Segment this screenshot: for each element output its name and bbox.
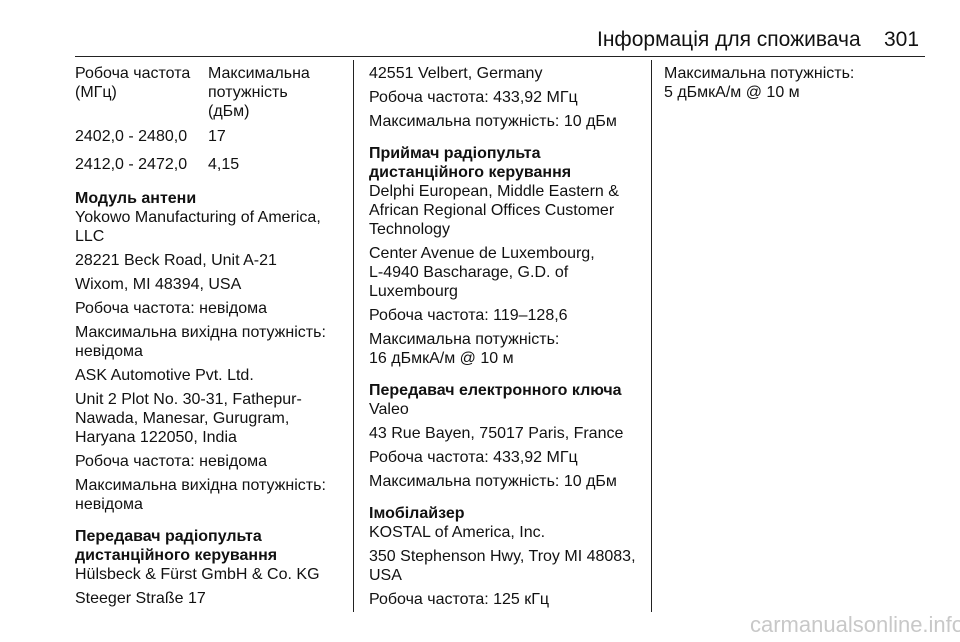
- paragraph-line: KOSTAL of America, Inc.: [369, 524, 546, 541]
- paragraph-line: 42551 Velbert, Germany: [369, 65, 543, 82]
- paragraph-line: Luxembourg: [369, 283, 458, 300]
- paragraph-line: USA: [369, 567, 402, 584]
- header-title: Інформація для споживача: [597, 28, 861, 51]
- paragraph-line: L-4940 Bascharage, G.D. of: [369, 264, 569, 281]
- paragraph-line: Робоча частота: 433,92 МГц: [369, 89, 578, 106]
- paragraph-line: Delphi European, Middle Eastern &: [369, 183, 619, 200]
- table-header: (МГц): [75, 84, 117, 101]
- paragraph-line: Максимальна потужність:: [369, 331, 560, 348]
- section-heading: Модуль антени: [75, 190, 197, 207]
- section-heading: дистанційного керування: [75, 547, 278, 564]
- header-rule: [75, 56, 925, 57]
- paragraph-line: Center Avenue de Luxembourg,: [369, 245, 595, 262]
- paragraph-line: невідома: [75, 343, 143, 360]
- section-heading: дистанційного керування: [369, 164, 572, 181]
- paragraph-line: Максимальна вихідна потужність:: [75, 324, 326, 341]
- paragraph-line: Yokowo Manufacturing of America,: [75, 209, 321, 226]
- column-divider: [651, 60, 652, 612]
- paragraph-line: Максимальна потужність: 10 дБм: [369, 473, 617, 490]
- table-cell: 2402,0 - 2480,0: [75, 128, 188, 145]
- paragraph-line: ASK Automotive Pvt. Ltd.: [75, 367, 254, 384]
- paragraph-line: Valeo: [369, 401, 409, 418]
- table-header: (дБм): [208, 103, 250, 120]
- paragraph-line: Hülsbeck & Fürst GmbH & Co. KG: [75, 566, 320, 583]
- paragraph-line: African Regional Offices Customer: [369, 202, 615, 219]
- paragraph-line: 5 дБмкА/м @ 10 м: [664, 84, 800, 101]
- column-divider: [353, 60, 354, 612]
- paragraph-line: Робоча частота: 433,92 МГц: [369, 449, 578, 466]
- watermark: carmanualsonline.info: [750, 612, 960, 637]
- paragraph-line: LLC: [75, 228, 105, 245]
- table-header: Робоча частота: [75, 65, 191, 82]
- paragraph-line: Wixom, MI 48394, USA: [75, 276, 242, 293]
- section-heading: Передавач радіопульта: [75, 528, 262, 545]
- table-header: потужність: [208, 84, 288, 101]
- paragraph-line: Максимальна потужність: 10 дБм: [369, 113, 617, 130]
- paragraph-line: Technology: [369, 221, 450, 238]
- paragraph-line: 16 дБмкА/м @ 10 м: [369, 350, 514, 367]
- paragraph-line: Робоча частота: 119–128,6: [369, 307, 568, 324]
- table-cell: 17: [208, 128, 226, 145]
- table-cell: 4,15: [208, 156, 240, 173]
- section-heading: Імобілайзер: [369, 505, 465, 522]
- section-heading: Приймач радіопульта: [369, 145, 541, 162]
- paragraph-line: Робоча частота: невідома: [75, 300, 268, 317]
- page-number: 301: [884, 28, 920, 51]
- paragraph-line: невідома: [75, 496, 143, 513]
- paragraph-line: Haryana 122050, India: [75, 429, 237, 446]
- paragraph-line: 43 Rue Bayen, 75017 Paris, France: [369, 425, 624, 442]
- paragraph-line: 350 Stephenson Hwy, Troy MI 48083,: [369, 548, 636, 565]
- paragraph-line: Максимальна вихідна потужність:: [75, 477, 326, 494]
- paragraph-line: Steeger Straße 17: [75, 590, 206, 607]
- paragraph-line: Робоча частота: 125 кГц: [369, 591, 550, 608]
- paragraph-line: 28221 Beck Road, Unit A-21: [75, 252, 277, 269]
- paragraph-line: Unit 2 Plot No. 30-31, Fathepur-: [75, 391, 302, 408]
- paragraph-line: Nawada, Manesar, Gurugram,: [75, 410, 290, 427]
- table-cell: 2412,0 - 2472,0: [75, 156, 188, 173]
- paragraph-line: Робоча частота: невідома: [75, 453, 268, 470]
- paragraph-line: Максимальна потужність:: [664, 65, 855, 82]
- table-header: Максимальна: [208, 65, 310, 82]
- section-heading: Передавач електронного ключа: [369, 382, 622, 399]
